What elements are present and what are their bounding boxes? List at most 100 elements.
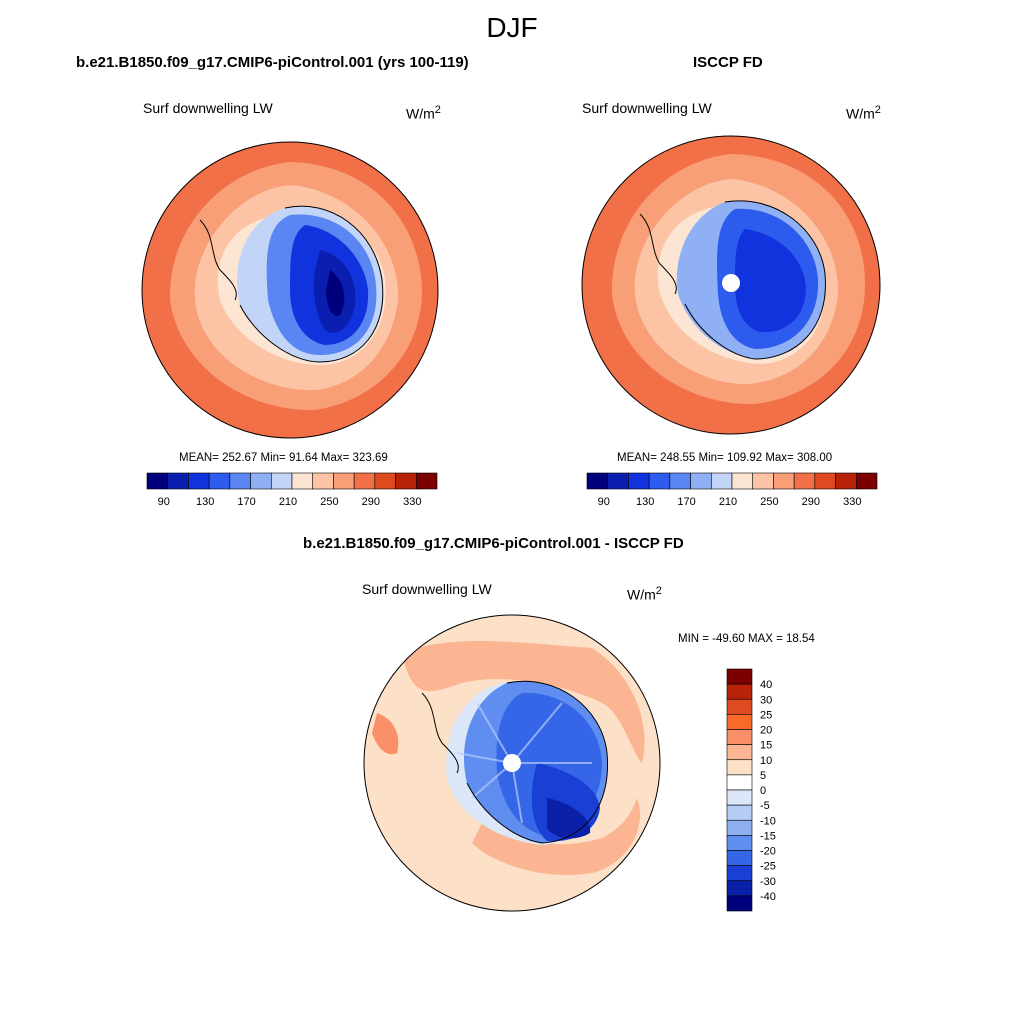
- colorbar-swatch: [726, 683, 753, 700]
- panel1-stats: MEAN= 252.67 Min= 91.64 Max= 323.69: [179, 452, 388, 464]
- pole-hole: [503, 754, 521, 772]
- panel3-variable: Surf downwelling LW: [362, 581, 492, 597]
- colorbar-swatch: [395, 472, 417, 490]
- antarctica-coastline: [466, 680, 609, 844]
- peninsula-coastline: [199, 219, 237, 301]
- colorbar-swatch: [374, 472, 396, 490]
- colorbar-swatch: [773, 472, 795, 490]
- colorbar-swatch: [628, 472, 650, 490]
- panel2-colorbar-svg: 90130170210250290330370: [586, 472, 903, 508]
- panel2-polar-map: [581, 135, 881, 435]
- colorbar-swatch: [353, 472, 376, 490]
- colorbar-swatch: [648, 472, 671, 490]
- ocean-positive-south: [472, 798, 640, 875]
- colorbar-swatch: [167, 472, 189, 490]
- colorbar-tick-label: 330: [403, 496, 421, 508]
- antarctica-minimum: [547, 798, 591, 839]
- colorbar-swatch: [731, 472, 754, 490]
- colorbar-tick-label: 250: [320, 496, 338, 508]
- colorbar-swatch: [312, 472, 334, 490]
- colorbar-tick-label: -10: [760, 815, 776, 827]
- antarctica-inner: [735, 229, 806, 333]
- colorbar-swatch: [814, 472, 836, 490]
- colorbar-tick-label: 250: [760, 496, 778, 508]
- colorbar-swatch: [229, 472, 251, 490]
- colorbar-swatch: [270, 472, 293, 490]
- map-border: [363, 614, 661, 912]
- colorbar-swatch: [250, 472, 272, 490]
- panel3-units: W/m2: [627, 585, 662, 603]
- colorbar-tick-label: 170: [237, 496, 255, 508]
- colorbar-tick-label: 10: [760, 755, 772, 767]
- colorbar-swatch: [690, 472, 712, 490]
- panel1-polar-map: [141, 141, 439, 439]
- colorbar-swatch: [669, 472, 691, 490]
- colorbar-tick-label: 15: [760, 740, 772, 752]
- colorbar-swatch: [726, 789, 753, 806]
- antarctica-coastline: [239, 205, 384, 363]
- panel3-stats: MIN = -49.60 MAX = 18.54: [678, 633, 815, 645]
- figure-title: DJF: [486, 12, 538, 43]
- colorbar-tick-label: 290: [802, 496, 820, 508]
- colorbar-swatch: [726, 835, 753, 851]
- colorbar-tick-label: 130: [636, 496, 654, 508]
- colorbar-swatch: [208, 472, 231, 490]
- panel1-units: W/m2: [406, 104, 441, 122]
- colorbar-swatch: [415, 472, 438, 490]
- colorbar-swatch: [333, 472, 355, 490]
- colorbar-tick-label: 5: [760, 770, 766, 782]
- colorbar-swatch: [726, 774, 753, 791]
- colorbar-swatch: [726, 729, 753, 745]
- colorbar-tick-label: 170: [677, 496, 695, 508]
- colorbar-swatch: [726, 895, 753, 912]
- ocean-positive-north: [402, 641, 645, 763]
- colorbar-tick-label: 130: [196, 496, 214, 508]
- colorbar-tick-label: 20: [760, 725, 772, 737]
- ocean-positive-west: [372, 713, 399, 755]
- panel1-colorbar-svg: 90130170210250290330370: [146, 472, 463, 508]
- pole-hole: [722, 274, 740, 292]
- colorbar-tick-label: -25: [760, 861, 776, 873]
- peninsula-coastline: [639, 213, 677, 295]
- panel3-map: [362, 613, 662, 913]
- colorbar-tick-label: -40: [760, 891, 776, 903]
- map-border: [141, 141, 439, 439]
- colorbar-swatch: [855, 472, 878, 490]
- colorbar-tick-label: 0: [760, 785, 766, 797]
- panel1-map: [140, 140, 440, 440]
- map-border: [581, 135, 881, 435]
- antarctica-minimum: [326, 270, 345, 316]
- panel1-variable: Surf downwelling LW: [143, 100, 273, 116]
- colorbar-swatch: [607, 472, 629, 490]
- colorbar-swatch: [726, 880, 753, 897]
- colorbar-tick-label: -15: [760, 830, 776, 842]
- colorbar-swatch: [291, 472, 314, 490]
- panel2-map: [580, 134, 882, 436]
- panel3-colorbar-svg: 40 30 25 20 15 10 5 0 -5 -10 -15 -20 -25 -30 -40: [726, 668, 776, 912]
- colorbar-swatch: [726, 865, 753, 882]
- panel3-polar-map: [363, 614, 661, 912]
- radial-streak: [511, 702, 563, 764]
- panel2-units: W/m2: [846, 104, 881, 122]
- colorbar-swatch: [793, 472, 816, 490]
- antarctica-coastline: [684, 200, 826, 360]
- colorbar-swatch: [835, 472, 857, 490]
- colorbar-swatch: [726, 850, 753, 866]
- radial-streak: [476, 702, 513, 764]
- panel2-variable: Surf downwelling LW: [582, 100, 712, 116]
- colorbar-swatch: [726, 744, 753, 761]
- panel2-heading: ISCCP FD: [693, 54, 763, 71]
- panel3-heading: b.e21.B1850.f09_g17.CMIP6-piControl.001 …: [303, 535, 684, 552]
- colorbar-tick-label: 290: [362, 496, 380, 508]
- colorbar-tick-label: -30: [760, 876, 776, 888]
- colorbar-swatch: [726, 668, 753, 685]
- colorbar-swatch: [726, 714, 753, 730]
- colorbar-swatch: [726, 819, 753, 836]
- panel2-colorbar: 90130170210250290330370: [586, 472, 903, 512]
- colorbar-swatch: [726, 804, 753, 821]
- colorbar-swatch: [752, 472, 774, 490]
- panel1-colorbar: 90130170210250290330370: [146, 472, 463, 512]
- colorbar-tick-label: -5: [760, 800, 770, 812]
- colorbar-tick-label: 30: [760, 694, 772, 706]
- colorbar-tick-label: 90: [598, 496, 610, 508]
